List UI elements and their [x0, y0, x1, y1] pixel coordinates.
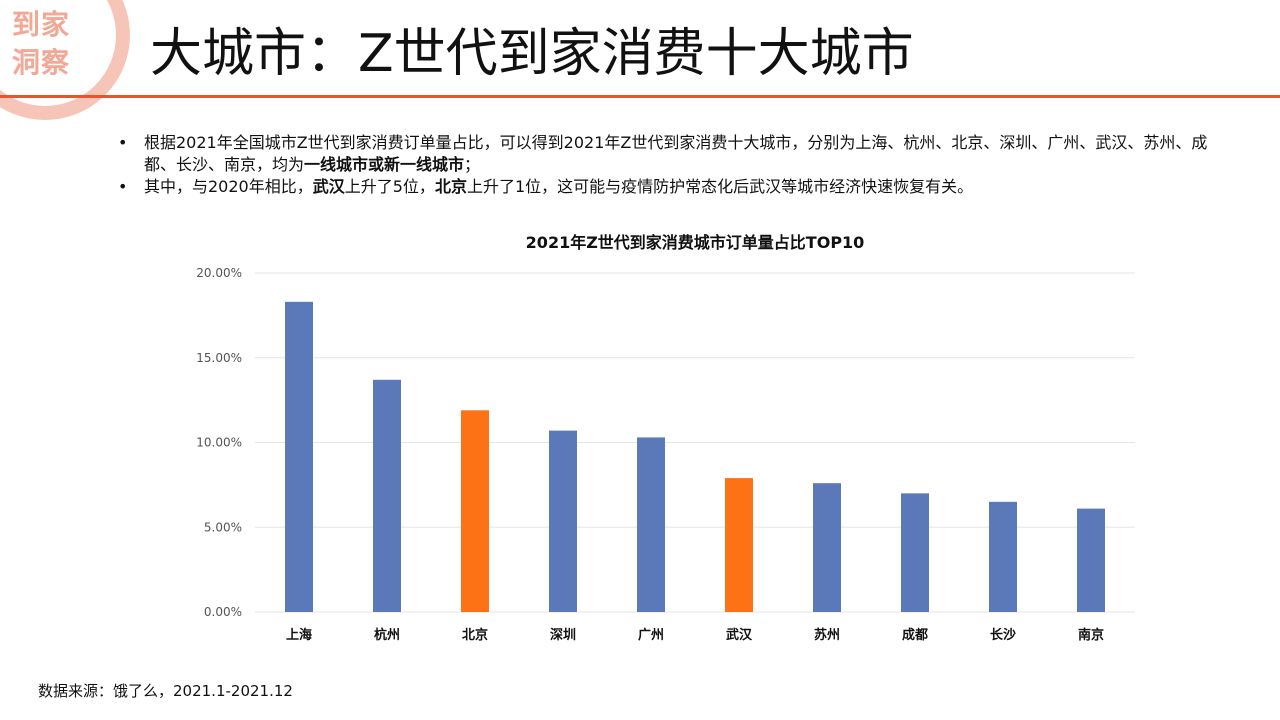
bullet-dot: • — [118, 177, 128, 196]
x-tick-label: 北京 — [462, 627, 488, 643]
bullet-dot: • — [118, 133, 128, 152]
bar-7 — [813, 483, 841, 612]
bar-2 — [373, 379, 401, 612]
bar-8 — [901, 493, 929, 612]
bullet-item-1: • 根据2021年全国城市Z世代到家消费订单量占比，可以得到2021年Z世代到家… — [118, 132, 1238, 176]
bullet-2-text-c: 上升了1位，这可能与疫情防护常态化后武汉等城市经济快速恢复有关。 — [466, 177, 974, 196]
bar-3 — [461, 410, 489, 612]
x-tick-label: 苏州 — [814, 627, 840, 643]
x-tick-label: 南京 — [1078, 627, 1104, 643]
x-tick-label: 杭州 — [374, 627, 400, 643]
x-tick-label: 深圳 — [550, 627, 576, 643]
title-divider — [0, 95, 1280, 98]
y-tick-label: 0.00% — [204, 605, 242, 619]
bar-4 — [549, 430, 577, 612]
x-tick-label: 成都 — [902, 627, 928, 643]
bullet-1-bold: 一线城市或新一线城市 — [304, 155, 465, 174]
logo-line-2: 洞察 — [12, 46, 71, 79]
x-tick-label: 上海 — [286, 627, 312, 643]
page-title: 大城市：Z世代到家消费十大城市 — [150, 24, 914, 84]
bar-5 — [637, 437, 665, 612]
bullet-2-text-b: 上升了5位， — [344, 177, 435, 196]
x-tick-label: 长沙 — [990, 627, 1016, 643]
y-tick-label: 10.00% — [196, 436, 242, 450]
x-tick-label: 广州 — [638, 627, 664, 643]
y-tick-label: 15.00% — [196, 351, 242, 365]
chart-canvas: 2021年Z世代到家消费城市订单量占比TOP10 0.00% 5.00% 10.00%… — [196, 233, 1135, 643]
bullet-2-text-a: 其中，与2020年相比， — [144, 177, 313, 196]
bar-10 — [1077, 508, 1105, 612]
data-source: 数据来源：饿了么，2021.1-2021.12 — [38, 682, 293, 700]
bullet-2-bold-2: 北京 — [434, 177, 467, 196]
chart-title: 2021年Z世代到家消费城市订单量占比TOP10 — [526, 233, 865, 252]
bar-1 — [285, 301, 313, 612]
bullet-2-bold-1: 武汉 — [312, 177, 345, 196]
bullet-1-text-b: ； — [464, 155, 481, 174]
bar-chart: 2021年Z世代到家消费城市订单量占比TOP10 0.00% 5.00% 10.00%… — [180, 228, 1160, 662]
bullet-list: • 根据2021年全国城市Z世代到家消费订单量占比，可以得到2021年Z世代到家… — [118, 132, 1238, 198]
logo: 到家 洞察 — [12, 6, 92, 82]
x-tick-label: 武汉 — [726, 627, 753, 643]
y-tick-label: 5.00% — [204, 520, 242, 534]
y-tick-label: 20.00% — [196, 266, 242, 280]
bullet-item-2: • 其中，与2020年相比，武汉上升了5位，北京上升了1位，这可能与疫情防护常态… — [118, 176, 1238, 198]
logo-line-1: 到家 — [12, 8, 71, 41]
bar-6 — [725, 478, 753, 612]
bar-9 — [989, 501, 1017, 612]
bullet-1-text-a: 根据2021年全国城市Z世代到家消费订单量占比，可以得到2021年Z世代到家消费… — [144, 133, 1208, 174]
